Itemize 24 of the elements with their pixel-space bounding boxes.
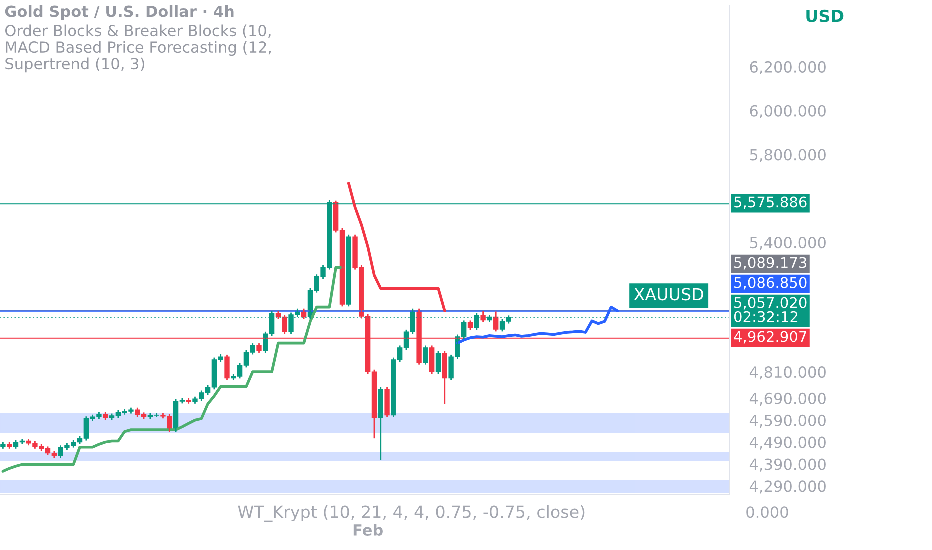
ref-line-label: 4,962.907: [734, 331, 806, 344]
y-tick-label: 4,490.000: [750, 436, 826, 450]
y-tick-label: 4,590.000: [750, 414, 826, 428]
y-tick-label: 5,400.000: [750, 237, 826, 250]
y-tick-label: 6,000.000: [750, 105, 826, 118]
ref-line-label: 5,089.173: [734, 257, 807, 270]
text: USD: [806, 10, 844, 22]
x-tick-label: Feb: [354, 524, 383, 536]
y-tick-label: 6,200.000: [750, 61, 826, 75]
text: WT_Krypt (10, 21, 4, 4, 0.75, -0.75, close): [238, 505, 585, 522]
line-series: [347, 182, 446, 312]
ref-line-label: 5,057.020 02:32:12: [734, 297, 807, 322]
chart-title: Gold Spot / U.S. Dollar · 4h: [5, 6, 234, 20]
ref-line-label: 5,575.886: [734, 196, 807, 210]
text: Order Blocks & Breaker Blocks (10, MACD Based Price Forecasting (12, Supertrend (10, 3): [6, 24, 272, 73]
y-tick-label: 4,390.000: [750, 458, 826, 472]
y-tick-label: 4,690.000: [750, 392, 826, 406]
line-series: [2, 266, 344, 473]
y-tick-label: 5,800.000: [750, 149, 826, 162]
text: 0.000: [746, 506, 788, 518]
ref-line-label: 5,086.850: [734, 277, 807, 290]
y-tick-label: 4,290.000: [750, 480, 826, 494]
annotation: XAUUSD: [634, 288, 704, 301]
y-tick-label: 4,810.000: [750, 366, 826, 380]
